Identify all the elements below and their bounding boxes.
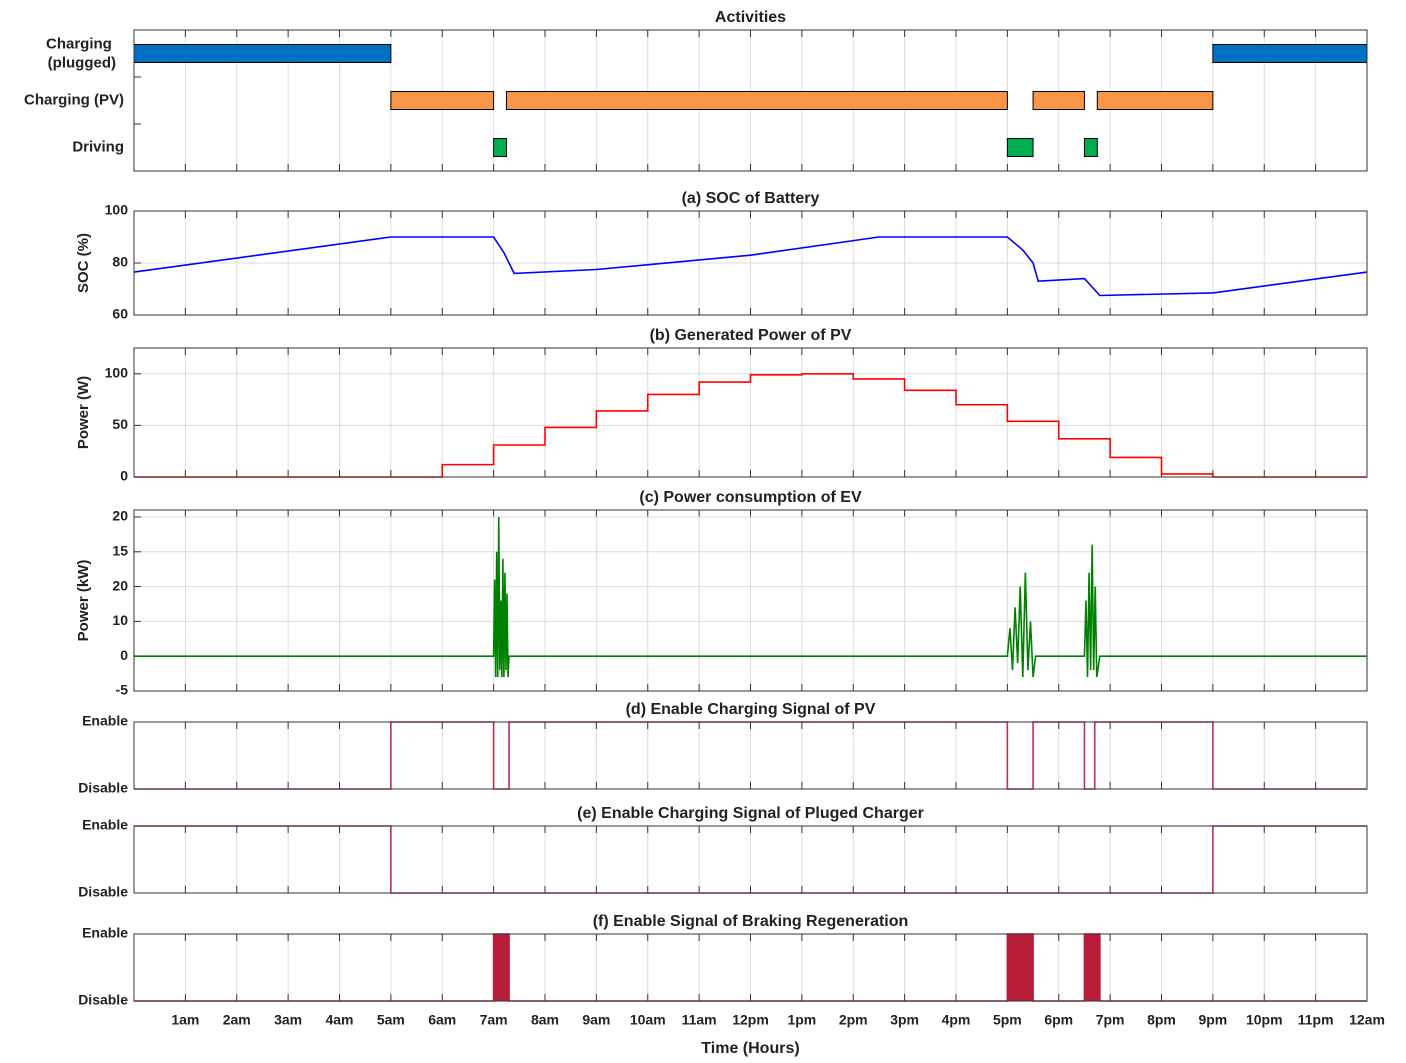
x-tick-label: 10am — [630, 1012, 666, 1028]
y-tick-label: 80 — [112, 254, 128, 270]
activity-bar — [1006, 138, 1034, 157]
y-tick-label: Enable — [82, 713, 128, 729]
y-axis-label: SOC (%) — [75, 233, 92, 293]
y-tick-label: 100 — [105, 202, 129, 218]
y-tick-label: 100 — [105, 365, 129, 381]
y-axis-label: Power (kW) — [75, 560, 92, 642]
signal-fill — [1007, 934, 1034, 1001]
y-tick-label: Disable — [78, 992, 128, 1008]
x-tick-label: 6am — [428, 1012, 456, 1028]
x-tick-label: 8am — [531, 1012, 559, 1028]
plot-marks — [133, 236, 1368, 297]
x-tick-label: 4am — [325, 1012, 353, 1028]
activity-bar — [390, 91, 495, 110]
plot-frame — [133, 933, 1368, 1002]
signal-fill — [493, 934, 510, 1001]
activity-bar — [1083, 138, 1098, 157]
y-tick-label: Enable — [82, 817, 128, 833]
x-tick-label: 2am — [223, 1012, 251, 1028]
row-label: Charging (PV) — [24, 91, 124, 108]
data-line — [134, 516, 1367, 678]
activity-bar — [1032, 91, 1085, 110]
panel-title: (c) Power consumption of EV — [639, 489, 862, 506]
panel-title: (b) Generated Power of PV — [650, 327, 852, 344]
plot-marks — [134, 373, 1367, 478]
panel-title: Activities — [715, 9, 786, 26]
x-tick-label: 7pm — [1096, 1012, 1125, 1028]
y-tick-label: Enable — [82, 925, 128, 941]
x-tick-label: 10pm — [1246, 1012, 1283, 1028]
data-line — [133, 236, 1368, 297]
x-tick-label: 12pm — [732, 1012, 769, 1028]
y-tick-label: 50 — [112, 416, 128, 432]
activity-bar — [505, 91, 1008, 110]
y-tick-label: 0 — [120, 468, 128, 484]
row-label: Driving — [72, 138, 124, 155]
panel-title: (d) Enable Charging Signal of PV — [626, 701, 876, 718]
plot-frame — [133, 825, 1368, 894]
activity-bar — [1212, 44, 1368, 63]
y-tick-label: 20 — [112, 508, 128, 524]
y-tick-label: 10 — [112, 612, 128, 628]
step-line — [134, 373, 1367, 478]
x-tick-label: 6pm — [1044, 1012, 1073, 1028]
x-tick-label: 3pm — [890, 1012, 919, 1028]
x-tick-label: 12am — [1349, 1012, 1385, 1028]
plot-frame — [133, 210, 1368, 316]
x-tick-label: 5pm — [993, 1012, 1022, 1028]
row-label: Charging (plugged) — [46, 35, 116, 71]
x-tick-label: 1pm — [787, 1012, 816, 1028]
plot-frame — [133, 29, 1368, 172]
y-tick-label: Disable — [78, 884, 128, 900]
y-axis-label: Power (W) — [75, 376, 92, 449]
plot-marks — [134, 516, 1367, 678]
x-tick-label: 9pm — [1198, 1012, 1227, 1028]
x-tick-label: 8pm — [1147, 1012, 1176, 1028]
y-tick-label: 15 — [112, 542, 128, 558]
x-tick-label: 1am — [171, 1012, 199, 1028]
y-tick-label: 0 — [120, 647, 128, 663]
y-tick-label: 20 — [112, 577, 128, 593]
x-axis-label: Time (Hours) — [701, 1040, 799, 1057]
x-tick-label: 11am — [682, 1012, 717, 1028]
x-tick-label: 4pm — [942, 1012, 971, 1028]
plot-frame — [133, 721, 1368, 790]
x-tick-label: 11pm — [1298, 1012, 1334, 1028]
y-tick-label: -5 — [116, 682, 129, 698]
plot-frame — [133, 509, 1368, 692]
panel-title: (a) SOC of Battery — [682, 190, 820, 207]
activity-bar — [133, 44, 392, 63]
panel-title: (f) Enable Signal of Braking Regeneratio… — [593, 913, 909, 930]
panel-title: (e) Enable Charging Signal of Pluged Cha… — [577, 805, 924, 822]
plot-marks — [133, 44, 1368, 157]
x-tick-label: 3am — [274, 1012, 302, 1028]
x-tick-label: 7am — [480, 1012, 508, 1028]
y-tick-label: 60 — [112, 306, 128, 322]
x-tick-label: 5am — [377, 1012, 405, 1028]
x-tick-label: 9am — [582, 1012, 610, 1028]
x-tick-label: 2pm — [839, 1012, 868, 1028]
signal-fill — [1084, 934, 1100, 1001]
plot-frame — [133, 347, 1368, 478]
activity-bar — [493, 138, 507, 157]
activity-bar — [1096, 91, 1214, 110]
y-tick-label: Disable — [78, 780, 128, 796]
